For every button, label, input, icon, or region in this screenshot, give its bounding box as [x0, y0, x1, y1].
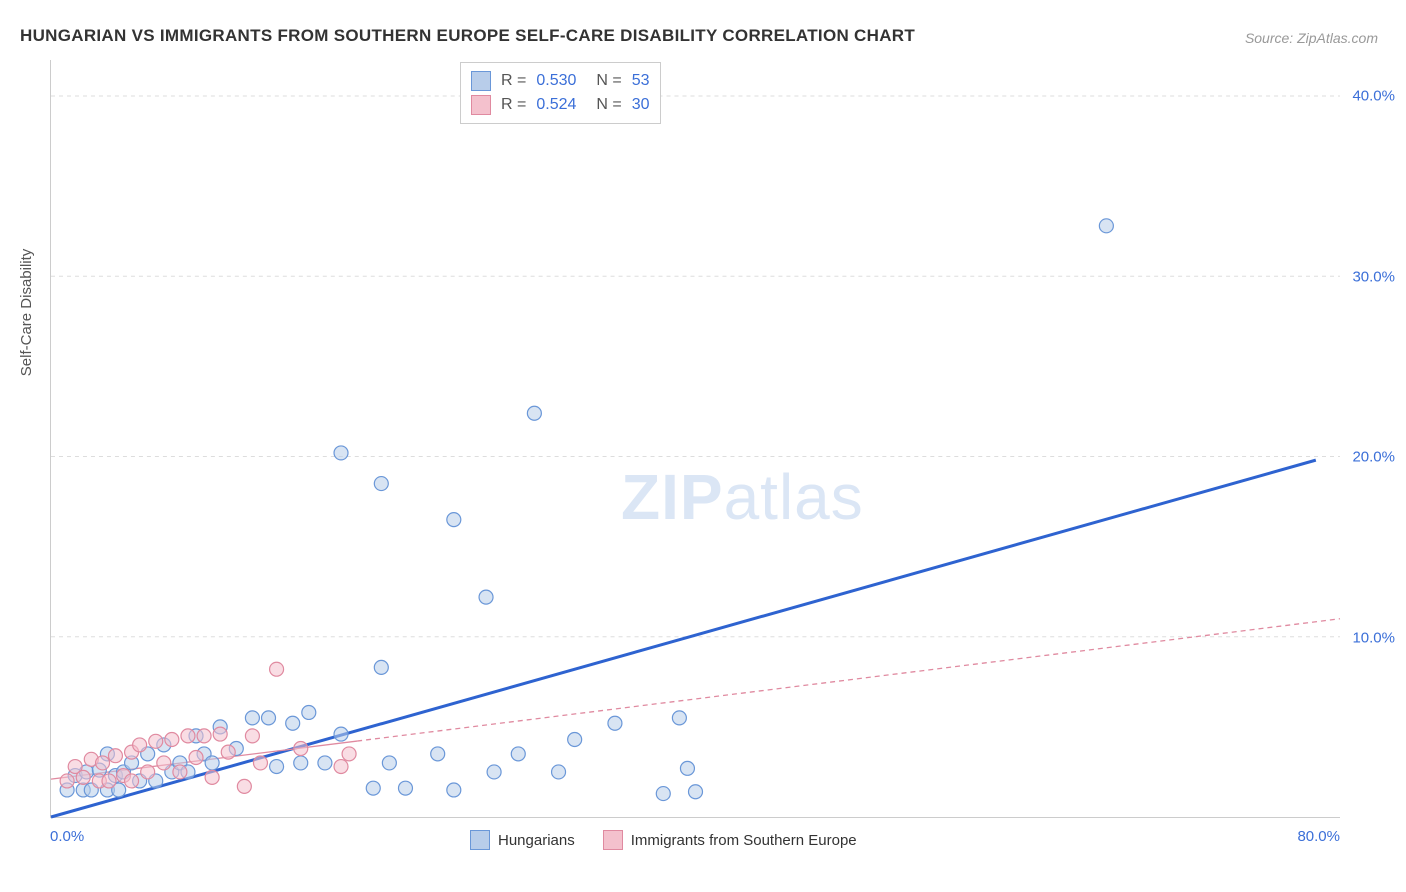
source-attribution: Source: ZipAtlas.com: [1245, 30, 1378, 46]
legend-stat-row: R = 0.530 N = 53: [471, 69, 650, 93]
y-axis-label: Self-Care Disability: [18, 249, 35, 377]
legend-series-item: Immigrants from Southern Europe: [603, 830, 857, 850]
n-value: 53: [632, 72, 650, 90]
r-label: R =: [501, 96, 526, 114]
y-tick-label: 40.0%: [1352, 88, 1395, 105]
n-label: N =: [596, 72, 621, 90]
legend-swatch: [470, 830, 490, 850]
legend-series: Hungarians Immigrants from Southern Europ…: [470, 830, 857, 850]
y-tick-label: 30.0%: [1352, 268, 1395, 285]
x-axis-max-label: 80.0%: [1297, 828, 1340, 845]
x-axis-min-label: 0.0%: [50, 828, 84, 845]
y-tick-label: 20.0%: [1352, 449, 1395, 466]
legend-stats: R = 0.530 N = 53 R = 0.524 N = 30: [460, 62, 661, 124]
legend-stat-row: R = 0.524 N = 30: [471, 93, 650, 117]
chart-svg: [51, 60, 1340, 817]
legend-swatch: [471, 71, 491, 91]
chart-title: HUNGARIAN VS IMMIGRANTS FROM SOUTHERN EU…: [20, 26, 915, 46]
legend-series-label: Hungarians: [498, 832, 575, 849]
legend-series-label: Immigrants from Southern Europe: [631, 832, 857, 849]
r-value: 0.524: [536, 96, 576, 114]
r-label: R =: [501, 72, 526, 90]
legend-swatch: [603, 830, 623, 850]
legend-series-item: Hungarians: [470, 830, 575, 850]
plot-area: ZIPatlas 10.0%20.0%30.0%40.0%: [50, 60, 1340, 818]
n-label: N =: [596, 96, 621, 114]
n-value: 30: [632, 96, 650, 114]
legend-swatch: [471, 95, 491, 115]
r-value: 0.530: [536, 72, 576, 90]
y-tick-label: 10.0%: [1352, 629, 1395, 646]
